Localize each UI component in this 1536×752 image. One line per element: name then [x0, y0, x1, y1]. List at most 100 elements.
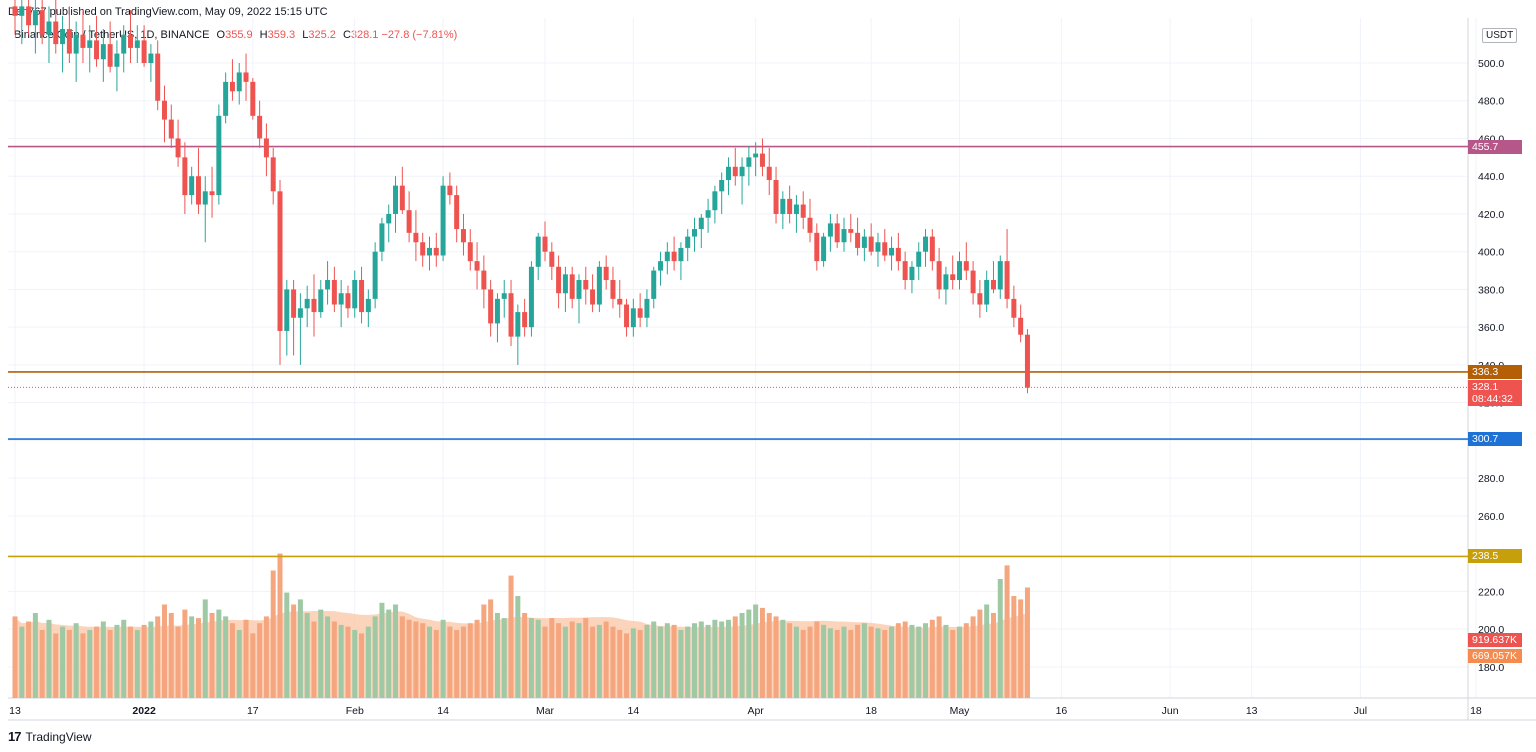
time-tick-label: 14 — [628, 705, 640, 717]
candle-body — [182, 157, 188, 196]
volume-bar — [32, 613, 38, 698]
volume-bar — [929, 619, 935, 698]
volume-bar — [80, 633, 86, 698]
candle-body — [100, 44, 106, 60]
volume-bar — [753, 604, 759, 698]
volume-bar — [243, 619, 249, 698]
volume-bar — [583, 618, 589, 698]
candle-body — [60, 29, 66, 45]
candle-body — [216, 115, 222, 196]
volume-bar — [318, 609, 324, 698]
footer-brand[interactable]: TradingView — [25, 729, 92, 744]
volume-bar — [12, 616, 18, 698]
volume-bar — [474, 619, 480, 698]
volume-bar — [868, 626, 874, 698]
volume-bar — [889, 626, 895, 698]
candle-body — [766, 166, 772, 180]
volume-bar — [1004, 565, 1010, 698]
volume-bar — [223, 616, 229, 698]
candle-body — [168, 119, 174, 139]
time-tick-label: 17 — [247, 705, 259, 717]
footer: 17 TradingView — [8, 729, 92, 744]
volume-bar — [182, 609, 188, 698]
volume-bar — [692, 623, 697, 698]
volume-bar — [658, 626, 664, 698]
volume-bar — [26, 621, 32, 698]
time-tick-label: Apr — [747, 705, 764, 717]
candle-body — [692, 229, 697, 237]
volume-bar — [325, 616, 331, 698]
volume-bar — [576, 623, 582, 698]
candle-body — [454, 195, 460, 230]
time-tick-label: 18 — [865, 705, 877, 717]
volume-bar — [746, 609, 752, 698]
volume-bar — [284, 592, 290, 698]
volume-bar — [195, 618, 201, 698]
volume-bar — [460, 626, 466, 698]
candle-body — [651, 270, 657, 299]
volume-bar — [488, 599, 494, 698]
volume-bar — [257, 623, 263, 698]
candle-body — [610, 280, 616, 299]
volume-bar — [311, 621, 317, 698]
candle-body — [916, 251, 922, 267]
candle-body — [243, 72, 249, 82]
candle-body — [359, 280, 365, 313]
volume-bar — [87, 630, 93, 698]
volume-bar — [637, 630, 643, 698]
volume-bar — [501, 618, 507, 698]
volume-bar — [175, 626, 181, 698]
candle-body — [257, 115, 263, 139]
candle-body — [474, 261, 480, 271]
price-tick-label: 260.0 — [1478, 511, 1504, 523]
volume-bar — [189, 616, 195, 698]
time-tick-label: Feb — [346, 705, 364, 717]
candle-body — [304, 298, 310, 309]
candle-body — [855, 232, 861, 248]
time-tick-label: 13 — [1246, 705, 1258, 717]
candle-body — [957, 261, 963, 281]
candle-body — [725, 166, 731, 180]
volume-bar — [209, 613, 215, 698]
volume-bar — [990, 613, 996, 698]
volume-bar — [855, 624, 861, 698]
time-tick-label: Jul — [1354, 705, 1367, 717]
volume-bar — [359, 633, 365, 698]
candle-body — [148, 53, 154, 63]
volume-bar — [528, 618, 534, 698]
candle-body — [338, 293, 344, 305]
candle-body — [644, 298, 650, 318]
volume-bar — [420, 623, 426, 698]
volume-bar — [263, 616, 269, 698]
candle-body — [535, 236, 541, 267]
volume-bar — [447, 626, 453, 698]
volume-bar — [936, 616, 942, 698]
volume-bar — [963, 623, 969, 698]
candle-body — [66, 29, 72, 54]
candle-body — [936, 261, 942, 290]
volume-bar — [155, 616, 161, 698]
volume-bar — [895, 623, 901, 698]
volume-bar — [386, 609, 392, 698]
candle-body — [515, 312, 521, 337]
price-tick-label: 360.0 — [1478, 322, 1504, 334]
volume-bar — [399, 616, 405, 698]
candle-body — [542, 236, 548, 252]
close-value: 328.1 — [350, 29, 379, 41]
volume-bar — [338, 624, 344, 698]
volume-bar — [291, 604, 297, 698]
candle-body — [189, 176, 195, 196]
candle-body — [848, 229, 854, 233]
volume-bar — [53, 633, 59, 698]
volume-bar — [712, 619, 718, 698]
level-price-tag: 238.5 — [1468, 549, 1522, 564]
volume-bar — [630, 628, 636, 698]
currency-label[interactable]: USDT — [1482, 28, 1518, 43]
volume-bar — [1011, 596, 1017, 698]
tradingview-logo-icon[interactable]: 17 — [8, 729, 22, 744]
candle-body — [331, 280, 337, 305]
close-label: C — [342, 29, 351, 41]
candle-body — [712, 191, 718, 211]
volume-bar — [780, 619, 786, 698]
